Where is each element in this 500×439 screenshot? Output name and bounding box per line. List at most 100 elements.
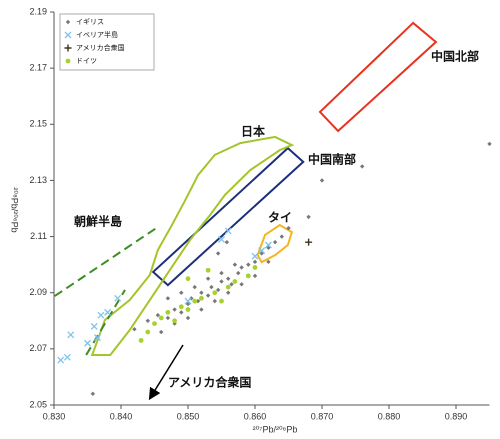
point <box>212 298 217 304</box>
point <box>236 270 241 276</box>
point <box>251 252 259 260</box>
point <box>205 267 211 273</box>
y-tick-label: 2.07 <box>29 343 47 353</box>
point <box>215 251 221 256</box>
region-label: タイ <box>268 211 292 225</box>
annotation-arrow <box>148 344 184 401</box>
point <box>179 290 184 295</box>
point <box>165 296 171 301</box>
point <box>192 284 197 290</box>
x-tick-label: 0.850 <box>177 411 200 421</box>
point <box>90 322 98 330</box>
y-tick-label: 2.13 <box>29 175 47 185</box>
point <box>165 315 171 321</box>
point <box>245 273 251 279</box>
point <box>104 308 112 316</box>
point <box>226 290 231 295</box>
point <box>266 259 271 265</box>
y-tick-label: 2.09 <box>29 287 47 297</box>
legend-label: ドイツ <box>76 57 97 65</box>
x-axis-label: ²⁰⁷Pb/²⁰⁶Pb <box>253 424 298 434</box>
point <box>205 293 211 298</box>
y-tick-label: 2.05 <box>29 399 47 409</box>
point <box>232 279 238 284</box>
point <box>172 307 177 312</box>
y-tick-label: 2.11 <box>30 231 47 241</box>
point <box>229 282 234 287</box>
x-tick-label: 0.860 <box>244 411 267 421</box>
region-label: 中国北部 <box>431 49 479 64</box>
point <box>199 307 204 312</box>
point <box>305 238 313 246</box>
point <box>224 227 232 235</box>
point <box>225 284 231 290</box>
point <box>199 290 204 295</box>
point <box>158 315 164 321</box>
region-outline <box>256 223 294 264</box>
point <box>165 309 171 315</box>
point <box>94 334 102 342</box>
y-tick-label: 2.19 <box>29 6 47 16</box>
point <box>279 234 284 239</box>
legend-label: イギリス <box>76 18 104 26</box>
point <box>209 284 214 290</box>
legend-marker <box>64 44 72 52</box>
region-outline <box>90 135 295 357</box>
point <box>90 391 96 396</box>
point <box>132 327 137 332</box>
point <box>219 279 224 284</box>
point <box>192 298 198 304</box>
point <box>252 273 258 279</box>
point <box>215 287 221 293</box>
point <box>185 307 191 312</box>
region-outline <box>54 226 159 356</box>
point <box>199 295 204 301</box>
point <box>226 276 231 281</box>
region-outline <box>318 21 438 133</box>
legend-marker <box>65 58 71 64</box>
point <box>114 294 122 302</box>
x-tick-label: 0.870 <box>311 411 334 421</box>
point <box>179 310 184 315</box>
region-label: 中国南部 <box>308 152 356 167</box>
x-tick-label: 0.830 <box>43 411 66 421</box>
point <box>252 265 258 270</box>
y-tick-label: 2.15 <box>29 119 47 129</box>
point <box>212 290 218 296</box>
x-tick-label: 0.840 <box>110 411 133 421</box>
y-axis-label: ²⁰⁸Pb/²⁰⁶Pb <box>10 187 20 232</box>
point <box>84 339 91 347</box>
region-label: 日本 <box>241 124 265 139</box>
point <box>57 356 65 364</box>
point <box>219 270 224 276</box>
point <box>145 318 150 323</box>
point <box>155 312 161 318</box>
point <box>138 338 144 343</box>
point <box>224 239 230 245</box>
point <box>360 164 365 169</box>
point <box>319 178 325 183</box>
point <box>63 353 71 361</box>
x-tick-label: 0.890 <box>445 411 468 421</box>
point <box>218 235 225 243</box>
point <box>185 301 191 307</box>
point <box>258 247 266 255</box>
point <box>172 318 178 324</box>
point <box>252 259 258 265</box>
x-tick-label: 0.880 <box>378 411 401 421</box>
region-label: 朝鮮半島 <box>74 214 122 229</box>
point <box>67 331 75 339</box>
legend-label: イベリア半島 <box>76 30 118 39</box>
point <box>152 321 157 326</box>
legend-label: アメリカ合衆国 <box>76 43 125 52</box>
point <box>145 329 151 335</box>
point <box>97 311 105 319</box>
y-tick-label: 2.17 <box>29 63 47 73</box>
point <box>232 262 238 267</box>
point <box>185 315 191 321</box>
point <box>246 262 251 267</box>
point <box>205 276 211 281</box>
point <box>264 241 272 249</box>
point <box>159 329 164 335</box>
